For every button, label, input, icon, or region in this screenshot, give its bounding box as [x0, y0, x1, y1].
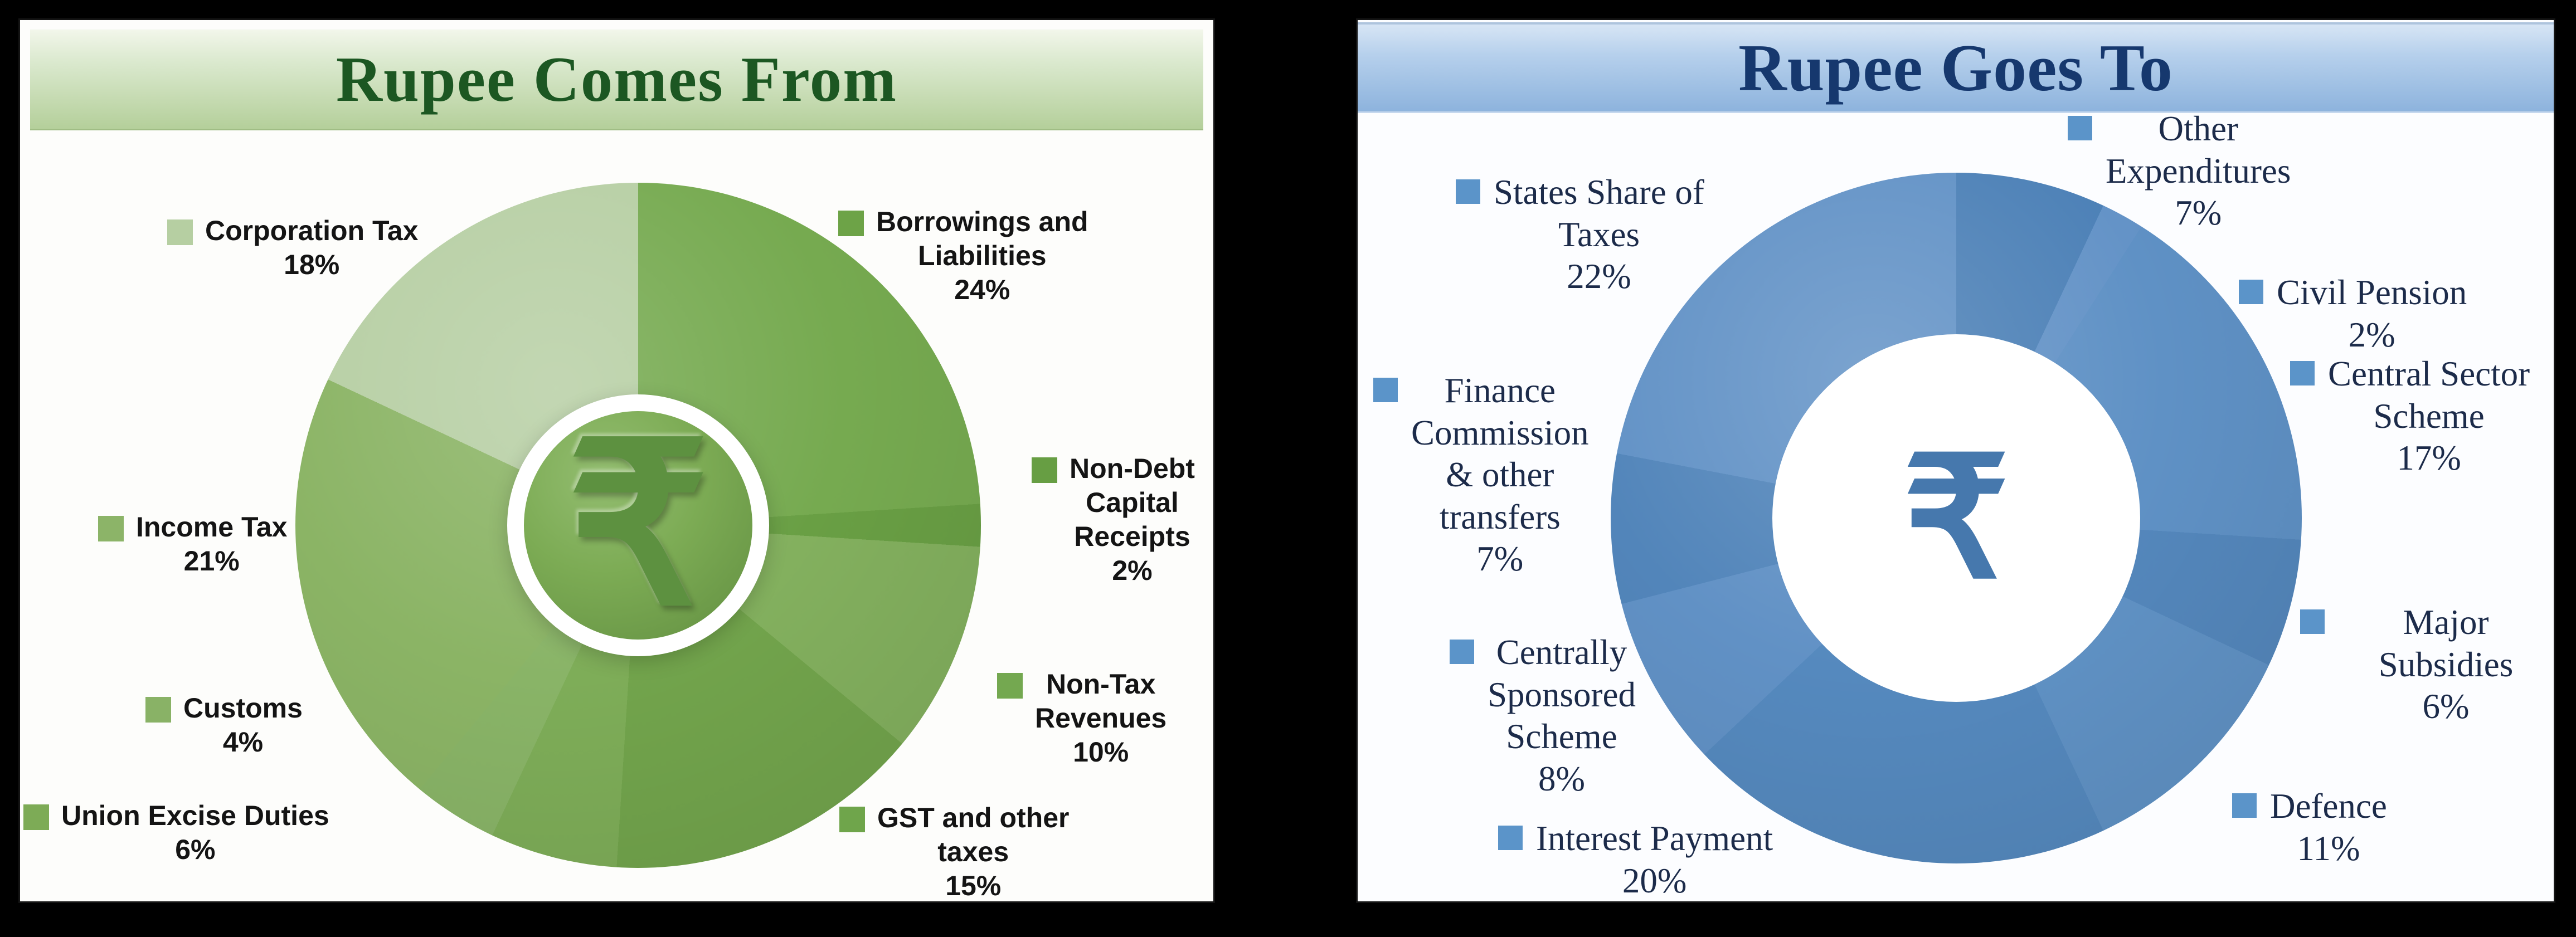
rupee-icon: ₹: [567, 401, 709, 650]
label-customs: Customs 4%: [145, 691, 303, 759]
label-non-tax-revenues: Non-Tax Revenues 10%: [997, 667, 1167, 769]
rupee-comes-from-banner: Rupee Comes From: [30, 29, 1203, 130]
non-debt-swatch-icon: [1032, 457, 1057, 483]
donut-hole: ₹: [1772, 334, 2140, 702]
rupee-coin-emblem: ₹: [507, 394, 769, 656]
label-major-subsidies: Major Subsidies 6%: [2300, 602, 2554, 728]
rupee-coin: ₹: [524, 411, 752, 640]
union-excise-duties-swatch-icon: [23, 804, 49, 830]
income-tax-swatch-icon: [98, 516, 124, 541]
gst-swatch-icon: [839, 807, 865, 832]
civil-pension-swatch-icon: [2239, 280, 2263, 304]
label-interest-payment: Interest Payment 20%: [1498, 818, 1773, 902]
label-centrally-sponsored-scheme: Centrally Sponsored Scheme 8%: [1450, 632, 1636, 800]
label-states-share-of-taxes: States Share of Taxes 22%: [1456, 172, 1704, 298]
rupee-icon: ₹: [1903, 424, 2010, 612]
borrowings-swatch-icon: [838, 211, 864, 236]
rupee-comes-from-panel: Rupee Comes From ₹ Corporation Tax 18% I…: [20, 20, 1213, 901]
label-central-sector-scheme: Central Sector Scheme 17%: [2290, 353, 2530, 480]
label-corporation-tax: Corporation Tax 18%: [167, 214, 418, 282]
label-civil-pension: Civil Pension 2%: [2239, 272, 2467, 356]
label-union-excise-duties: Union Excise Duties 6%: [23, 799, 329, 867]
other-expenditures-swatch-icon: [2068, 116, 2092, 140]
rupee-goes-to-panel: Rupee Goes To ₹ States Share of Taxes 22…: [1358, 20, 2554, 901]
defence-swatch-icon: [2232, 793, 2257, 818]
rupee-comes-from-title: Rupee Comes From: [336, 44, 898, 115]
customs-swatch-icon: [145, 697, 171, 723]
finance-commission-swatch-icon: [1373, 378, 1398, 402]
label-gst-and-other-taxes: GST and other taxes 15%: [839, 801, 1069, 903]
rupee-goes-to-title: Rupee Goes To: [1738, 31, 2173, 105]
label-income-tax: Income Tax 21%: [98, 510, 287, 578]
label-other-expenditures: Other Expenditures 7%: [2068, 108, 2291, 235]
non-tax-swatch-icon: [997, 673, 1023, 699]
states-share-swatch-icon: [1456, 179, 1480, 204]
label-borrowings-and-liabilities: Borrowings and Liabilities 24%: [838, 205, 1088, 307]
central-sector-swatch-icon: [2290, 361, 2315, 385]
label-non-debt-capital-receipts: Non-Debt Capital Receipts 2%: [1032, 452, 1195, 588]
corporation-tax-swatch-icon: [167, 219, 193, 245]
rupee-goes-to-banner: Rupee Goes To: [1358, 22, 2554, 113]
rupee-goes-to-donut: [1611, 173, 2302, 863]
centrally-sponsored-swatch-icon: [1450, 640, 1474, 664]
label-defence: Defence 11%: [2232, 785, 2387, 870]
label-finance-commission: Finance Commission & other transfers 7%: [1373, 370, 1589, 580]
major-subsidies-swatch-icon: [2300, 609, 2325, 634]
interest-payment-swatch-icon: [1498, 826, 1523, 850]
